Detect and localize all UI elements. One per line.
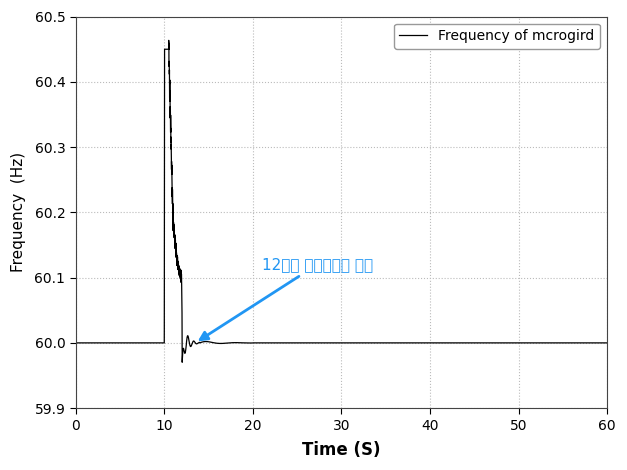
Frequency of mcrogird bbox=[179, 360, 186, 365]
Y-axis label: Frequency  (Hz): Frequency (Hz) bbox=[11, 152, 26, 273]
Frequency of mcrogird bbox=[603, 340, 611, 346]
Text: 12초에 독립모드로 전환: 12초에 독립모드로 전환 bbox=[200, 257, 373, 340]
Frequency of mcrogird bbox=[395, 340, 403, 346]
Frequency of mcrogird bbox=[344, 340, 352, 346]
Frequency of mcrogird bbox=[165, 38, 172, 43]
Frequency of mcrogird bbox=[72, 340, 80, 346]
X-axis label: Time (S): Time (S) bbox=[302, 441, 381, 459]
Frequency of mcrogird bbox=[151, 340, 159, 346]
Frequency of mcrogird bbox=[209, 340, 217, 345]
Line: Frequency of mcrogird: Frequency of mcrogird bbox=[76, 40, 607, 362]
Frequency of mcrogird bbox=[352, 340, 359, 346]
Legend: Frequency of mcrogird: Frequency of mcrogird bbox=[394, 24, 600, 49]
Frequency of mcrogird bbox=[100, 340, 107, 346]
